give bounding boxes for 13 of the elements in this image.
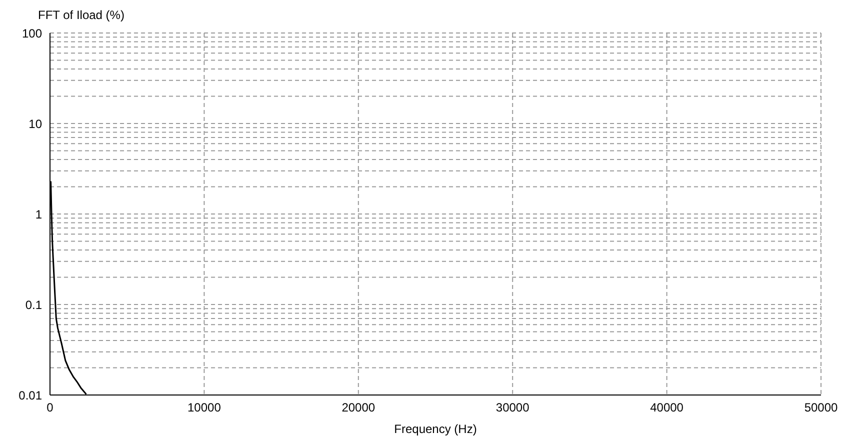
y-tick-label: 1 bbox=[35, 207, 42, 222]
x-tick-label: 50000 bbox=[804, 400, 838, 415]
x-tick-label: 0 bbox=[46, 400, 54, 415]
y-tick-label: 100 bbox=[22, 26, 42, 40]
x-tick-label: 40000 bbox=[650, 400, 684, 415]
x-tick-label: 30000 bbox=[496, 400, 530, 415]
y-axis-title: FFT of Iload (%) bbox=[38, 8, 124, 22]
x-tick-label: 10000 bbox=[188, 400, 222, 415]
y-tick-label: 0.1 bbox=[25, 298, 42, 312]
x-axis-title: Frequency (Hz) bbox=[394, 422, 477, 436]
y-tick-label: 10 bbox=[28, 116, 42, 131]
x-tick-label: 20000 bbox=[342, 400, 376, 415]
y-tick-label: 0.01 bbox=[18, 388, 42, 402]
